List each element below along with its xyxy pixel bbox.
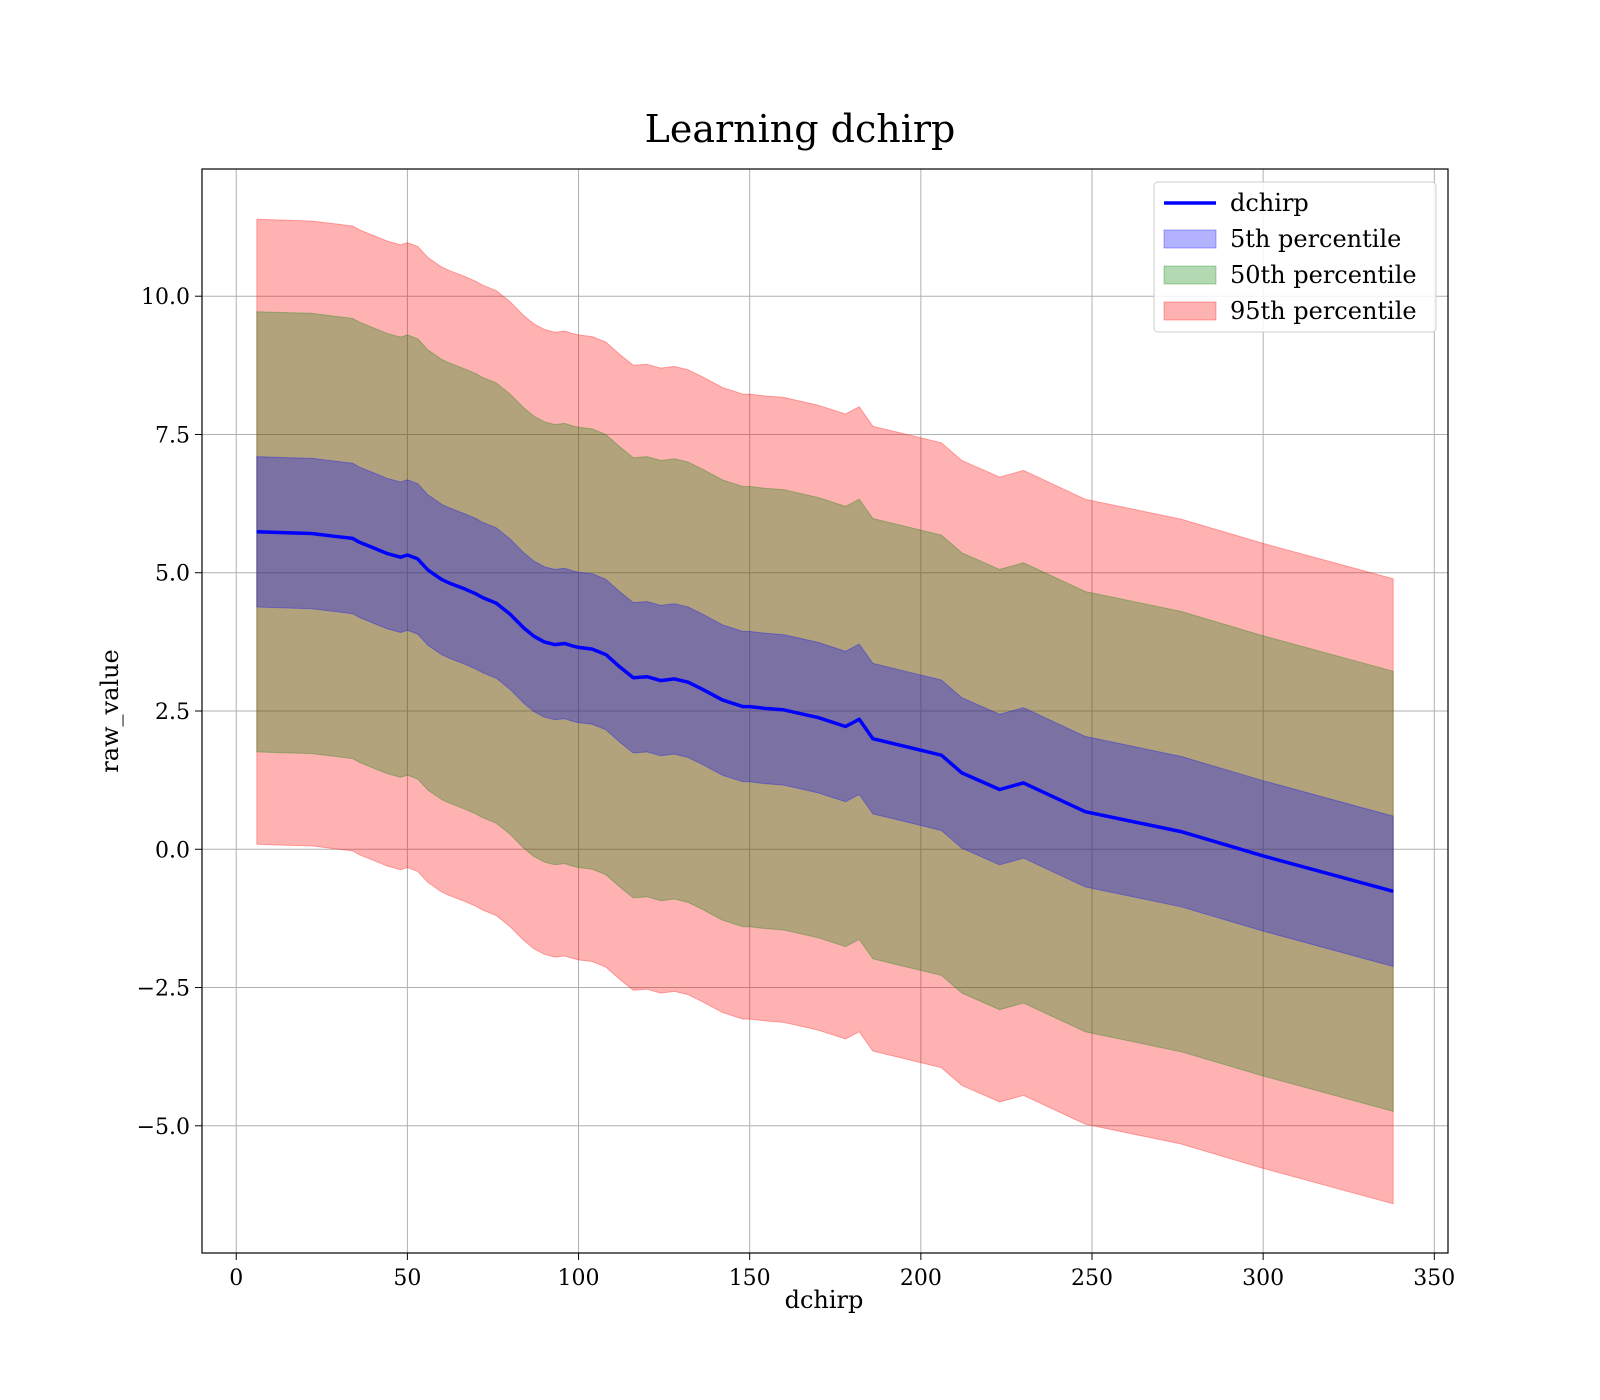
- series-lines: [256, 530, 1394, 893]
- legend-patch-swatch: [1163, 301, 1217, 321]
- x-tick-label: 50: [393, 1266, 421, 1291]
- y-tick-label: −5.0: [137, 1115, 190, 1140]
- x-tick-label: 100: [558, 1266, 600, 1291]
- legend-patch-swatch: [1163, 265, 1217, 285]
- y-tick-label: 7.5: [155, 423, 190, 448]
- x-tick-label: 200: [900, 1266, 942, 1291]
- band-5th-percentile: [256, 456, 1394, 968]
- legend: dchirp 5th percentile 50th percentile 95th …: [1153, 181, 1437, 333]
- legend-label: 5th percentile: [1230, 225, 1401, 253]
- legend-label: dchirp: [1230, 189, 1309, 217]
- x-tick-label: 350: [1413, 1266, 1455, 1291]
- band-95th-percentile: [256, 218, 1394, 1205]
- legend-box: [1153, 181, 1437, 333]
- y-tick-label: 2.5: [155, 700, 190, 725]
- legend-label: 95th percentile: [1230, 297, 1417, 325]
- x-tick-label: 300: [1242, 1266, 1284, 1291]
- series-line-dchirp: [256, 530, 1394, 893]
- grid-lines: [202, 169, 1448, 1253]
- y-axis-label: raw_value: [96, 649, 124, 773]
- y-tick-label: 10.0: [141, 285, 190, 310]
- y-tick-label: −2.5: [137, 977, 190, 1002]
- y-tick-label: 5.0: [155, 562, 190, 587]
- legend-patch-swatch: [1163, 229, 1217, 249]
- x-axis-label: dchirp: [785, 1286, 864, 1314]
- x-tick-label: 150: [729, 1266, 771, 1291]
- x-tick-label: 0: [229, 1266, 243, 1291]
- y-tick-label: 0.0: [155, 838, 190, 863]
- x-tick-label: 250: [1071, 1266, 1113, 1291]
- x-axis-ticks: 0 50 100 150 200 250 300 350: [229, 1253, 1455, 1291]
- percentile-bands: [256, 218, 1394, 1205]
- legend-label: 50th percentile: [1230, 261, 1417, 289]
- y-axis-ticks: −5.0 −2.5 0.0 2.5 5.0 7.5 10.0: [137, 285, 202, 1140]
- chart-title: Learning dchirp: [645, 107, 956, 151]
- band-50th-percentile: [256, 311, 1394, 1113]
